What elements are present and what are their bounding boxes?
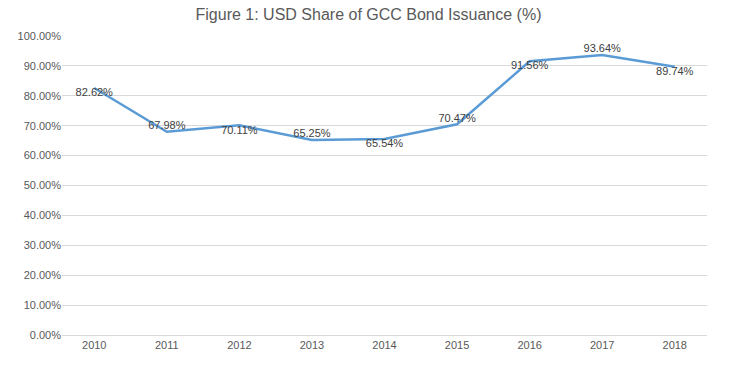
svg-text:2015: 2015: [445, 339, 469, 351]
svg-text:40.00%: 40.00%: [24, 209, 62, 221]
svg-text:2014: 2014: [372, 339, 396, 351]
svg-text:91.56%: 91.56%: [511, 59, 549, 71]
svg-text:70.47%: 70.47%: [438, 112, 476, 124]
svg-text:82.62%: 82.62%: [76, 86, 114, 98]
svg-text:2016: 2016: [517, 339, 541, 351]
svg-text:20.00%: 20.00%: [24, 269, 62, 281]
svg-text:65.54%: 65.54%: [366, 137, 404, 149]
svg-text:2011: 2011: [155, 339, 179, 351]
svg-text:65.25%: 65.25%: [293, 127, 331, 139]
svg-text:2013: 2013: [300, 339, 324, 351]
svg-text:50.00%: 50.00%: [24, 179, 62, 191]
svg-text:93.64%: 93.64%: [584, 42, 622, 54]
svg-text:90.00%: 90.00%: [24, 60, 62, 72]
svg-text:60.00%: 60.00%: [24, 149, 62, 161]
svg-text:2010: 2010: [82, 339, 106, 351]
svg-text:70.11%: 70.11%: [221, 124, 258, 136]
svg-text:0.00%: 0.00%: [30, 329, 61, 341]
svg-text:67.98%: 67.98%: [148, 119, 186, 131]
svg-text:2018: 2018: [663, 339, 687, 351]
svg-text:30.00%: 30.00%: [24, 239, 62, 251]
svg-text:80.00%: 80.00%: [24, 90, 62, 102]
svg-text:89.74%: 89.74%: [656, 65, 694, 77]
svg-text:2017: 2017: [590, 339, 614, 351]
svg-text:10.00%: 10.00%: [24, 299, 62, 311]
svg-text:2012: 2012: [227, 339, 251, 351]
svg-text:70.00%: 70.00%: [24, 120, 62, 132]
svg-text:Figure 1: USD Share of GCC Bon: Figure 1: USD Share of GCC Bond Issuance…: [196, 6, 542, 23]
svg-text:100.00%: 100.00%: [18, 30, 62, 42]
